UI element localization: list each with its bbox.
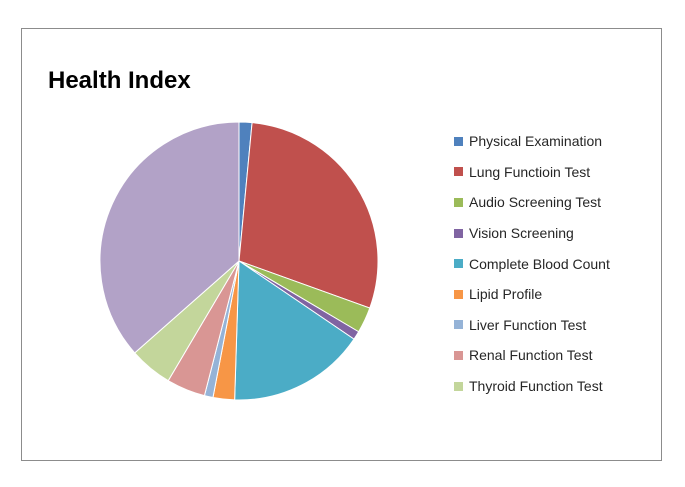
legend-label: Vision Screening bbox=[469, 225, 574, 242]
legend-item: Vision Screening bbox=[454, 218, 610, 249]
legend-label: Liver Function Test bbox=[469, 316, 587, 333]
pie-slice-2 bbox=[238, 122, 379, 309]
legend-label: Lipid Profile bbox=[469, 286, 543, 303]
legend-label: Audio Screening Test bbox=[469, 194, 602, 211]
chart-area: Health Index Physical Examination Lung Fu… bbox=[21, 28, 662, 461]
pie-chart bbox=[99, 121, 379, 401]
legend-swatch bbox=[454, 167, 463, 177]
pie-slice-10 bbox=[99, 121, 240, 354]
pie-slice-5 bbox=[234, 260, 355, 401]
legend-swatch bbox=[454, 197, 463, 207]
legend-swatch bbox=[454, 320, 463, 330]
chart-legend: Physical Examination Lung Functioin Test A… bbox=[454, 126, 610, 401]
legend-swatch bbox=[454, 136, 463, 146]
legend-item: Liver Function Test bbox=[454, 310, 610, 341]
legend-item: Lung Functioin Test bbox=[454, 157, 610, 188]
chart-title: Health Index bbox=[48, 67, 191, 94]
legend-item: Renal Function Test bbox=[454, 340, 610, 371]
legend-label: Lung Functioin Test bbox=[469, 163, 591, 180]
legend-label: Physical Examination bbox=[469, 133, 603, 150]
legend-swatch bbox=[454, 289, 463, 299]
legend-item: Physical Examination bbox=[454, 126, 610, 157]
legend-item: Thyroid Function Test bbox=[454, 371, 610, 402]
legend-label: Renal Function Test bbox=[469, 347, 593, 364]
legend-swatch bbox=[454, 228, 463, 238]
legend-swatch bbox=[454, 350, 463, 360]
legend-item: Complete Blood Count bbox=[454, 248, 610, 279]
legend-item: Audio Screening Test bbox=[454, 187, 610, 218]
legend-label: Complete Blood Count bbox=[469, 255, 610, 272]
legend-item: Lipid Profile bbox=[454, 279, 610, 310]
legend-swatch bbox=[454, 381, 463, 391]
legend-label: Thyroid Function Test bbox=[469, 378, 603, 395]
legend-swatch bbox=[454, 259, 463, 269]
